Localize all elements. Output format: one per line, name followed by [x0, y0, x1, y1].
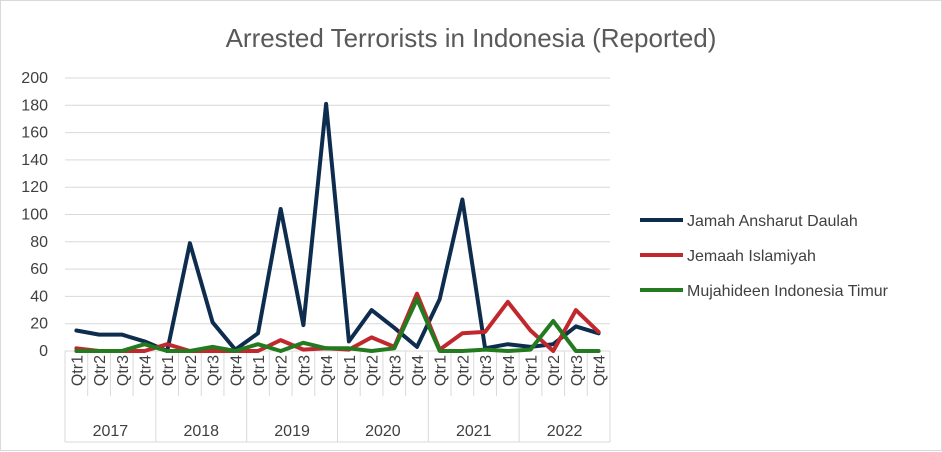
- chart-title: Arrested Terrorists in Indonesia (Report…: [226, 23, 717, 53]
- y-tick-label: 40: [30, 288, 48, 305]
- year-tick-label: 2020: [365, 423, 401, 440]
- quarter-tick-label: Qtr3: [206, 355, 223, 386]
- quarter-tick-label: Qtr4: [319, 355, 336, 386]
- quarter-tick-label: Qtr4: [501, 355, 518, 386]
- y-tick-label: 180: [21, 97, 48, 114]
- quarter-tick-label: Qtr1: [342, 355, 359, 386]
- quarter-tick-label: Qtr3: [569, 355, 586, 386]
- quarter-tick-label: Qtr4: [592, 355, 609, 386]
- y-tick-label: 80: [30, 234, 48, 251]
- quarter-tick-label: Qtr3: [387, 355, 404, 386]
- series-lines: [74, 101, 601, 353]
- gridlines: [65, 77, 610, 325]
- year-tick-label: 2019: [274, 423, 310, 440]
- series-line: [74, 101, 601, 353]
- quarter-tick-label: Qtr4: [410, 355, 427, 386]
- quarter-tick-label: Qtr1: [160, 355, 177, 386]
- legend: Jamah Ansharut Daulah Jemaah Islamiyah Muj…: [640, 213, 889, 300]
- y-tick-label: 140: [21, 152, 48, 169]
- quarter-tick-label: Qtr1: [69, 355, 86, 386]
- quarter-tick-label: Qtr2: [274, 355, 291, 386]
- y-tick-label: 100: [21, 207, 48, 224]
- year-tick-label: 2021: [456, 423, 492, 440]
- quarter-tick-label: Qtr1: [433, 355, 450, 386]
- quarter-tick-label: Qtr2: [546, 355, 563, 386]
- y-tick-label: 60: [30, 261, 48, 278]
- quarter-tick-label: Qtr2: [183, 355, 200, 386]
- legend-label: Jemaah Islamiyah: [687, 248, 816, 265]
- quarter-tick-label: Qtr3: [115, 355, 132, 386]
- quarter-tick-label: Qtr3: [478, 355, 495, 386]
- quarter-tick-label: Qtr3: [296, 355, 313, 386]
- legend-label: Mujahideen Indonesia Timur: [687, 283, 889, 300]
- y-tick-label: 0: [39, 343, 48, 360]
- y-tick-label: 120: [21, 179, 48, 196]
- series-line: [74, 297, 601, 353]
- quarter-tick-label: Qtr4: [228, 355, 245, 386]
- year-tick-label: 2018: [183, 423, 219, 440]
- quarter-tick-label: Qtr2: [92, 355, 109, 386]
- y-axis: 0 20 40 60 80 100 120 140 160 180 200: [21, 70, 48, 360]
- legend-label: Jamah Ansharut Daulah: [687, 213, 858, 230]
- series-line: [74, 291, 601, 353]
- y-tick-label: 20: [30, 316, 48, 333]
- x-axis: Qtr1 Qtr2 Qtr3 Qtr4 Qtr1 Qtr2 Qtr3 Qtr4 Qtr1 Qtr2…: [64, 350, 611, 443]
- quarter-tick-label: Qtr1: [524, 355, 541, 386]
- quarter-tick-label: Qtr2: [455, 355, 472, 386]
- quarter-tick-label: Qtr4: [137, 355, 154, 386]
- y-tick-label: 160: [21, 125, 48, 142]
- y-tick-label: 200: [21, 70, 48, 87]
- quarter-tick-label: Qtr2: [365, 355, 382, 386]
- quarter-tick-label: Qtr1: [251, 355, 268, 386]
- year-tick-label: 2017: [93, 423, 129, 440]
- year-tick-label: 2022: [547, 423, 583, 440]
